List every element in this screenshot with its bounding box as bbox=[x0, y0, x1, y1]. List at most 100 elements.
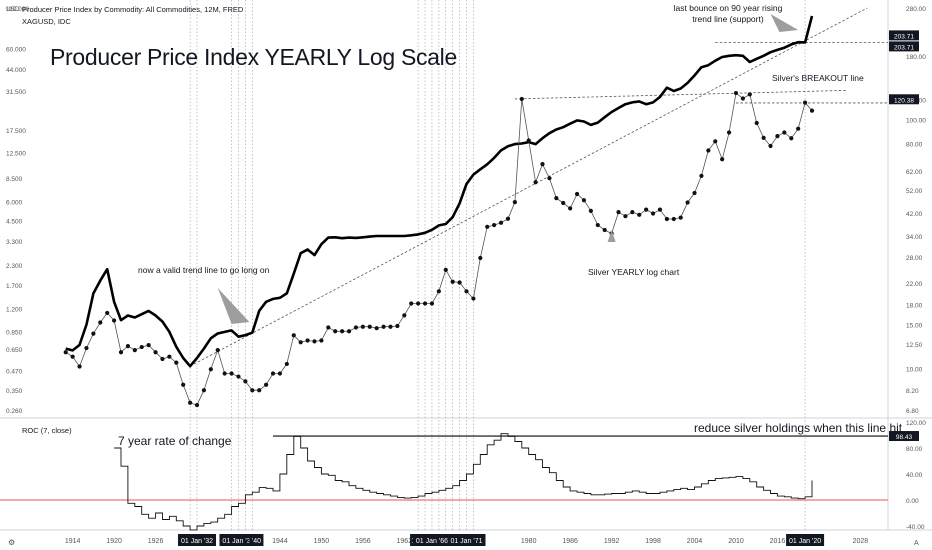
silver-point bbox=[768, 143, 773, 149]
x-marker-box bbox=[178, 534, 217, 546]
price-badge-label: 120.38 bbox=[894, 97, 914, 104]
price-badge-label: 203.71 bbox=[894, 33, 914, 40]
right-tick-label: 15.00 bbox=[906, 322, 923, 329]
chart-title: Producer Price Index by Commodity: All C… bbox=[22, 5, 244, 14]
silver-point bbox=[650, 211, 656, 216]
silver-point bbox=[685, 200, 690, 205]
silver-point bbox=[526, 138, 531, 143]
roc-panel-label: ROC (7, close) bbox=[22, 426, 72, 435]
breakout-line bbox=[514, 89, 847, 100]
silver-point bbox=[222, 371, 227, 376]
silver-point bbox=[284, 361, 289, 367]
silver-point bbox=[519, 96, 524, 102]
silver-point bbox=[409, 301, 414, 306]
silver-point bbox=[84, 345, 89, 351]
right-tick-label: 80.00 bbox=[906, 141, 923, 148]
silver-point bbox=[471, 296, 476, 301]
right-tick-label: 62.00 bbox=[906, 169, 923, 176]
right-tick-label: 6.80 bbox=[906, 408, 919, 415]
silver-point bbox=[720, 157, 725, 162]
silver-point bbox=[761, 135, 766, 140]
breakout-annotation: Silver's BREAKOUT line bbox=[772, 73, 864, 83]
silver-point bbox=[775, 134, 780, 139]
x-tick-label: 1950 bbox=[314, 538, 330, 545]
silver-point bbox=[726, 130, 732, 135]
x-marker-box bbox=[219, 534, 258, 546]
trendline-arrow-icon bbox=[217, 288, 250, 324]
x-tick-label: 1998 bbox=[645, 538, 661, 545]
silver-point bbox=[139, 344, 144, 350]
x-marker-label: 01 Jan '20 bbox=[789, 538, 821, 545]
silver-point bbox=[319, 338, 324, 343]
silver-point bbox=[374, 326, 379, 331]
silver-point bbox=[796, 126, 801, 131]
left-axis-unit: USD bbox=[6, 6, 20, 13]
roc-tick-label: 0.00 bbox=[906, 498, 919, 505]
silver-point bbox=[505, 216, 511, 221]
silver-point bbox=[346, 329, 352, 334]
right-tick-label: 42.00 bbox=[906, 211, 923, 218]
silver-point bbox=[63, 350, 68, 355]
silver-point bbox=[264, 382, 269, 387]
silver-point bbox=[436, 289, 441, 294]
reduce-annotation: reduce silver holdings when this line hi… bbox=[694, 421, 903, 435]
x-marker-label: 1944 bbox=[272, 538, 288, 545]
right-tick-label: 280.00 bbox=[906, 6, 926, 13]
silver-point bbox=[464, 289, 469, 294]
x-tick-label: 2028 bbox=[853, 538, 869, 545]
x-marker-label: 01 Jan '38 bbox=[222, 538, 254, 545]
left-tick-label: 31.500 bbox=[6, 89, 26, 96]
right-tick-label: 28.00 bbox=[906, 255, 923, 262]
silver-point bbox=[326, 325, 331, 330]
silver-point bbox=[554, 196, 559, 201]
left-tick-label: 1.200 bbox=[6, 306, 23, 313]
silver-point bbox=[215, 348, 220, 353]
silver-point bbox=[588, 208, 593, 213]
silver-point bbox=[644, 207, 649, 212]
left-tick-label: 6.000 bbox=[6, 199, 23, 206]
big-title: Producer Price Index YEARLY Log Scale bbox=[50, 44, 457, 70]
right-tick-label: 34.00 bbox=[906, 234, 923, 241]
silver-point bbox=[581, 198, 587, 203]
silver-point bbox=[547, 176, 552, 181]
silver-point bbox=[429, 301, 435, 306]
right-tick-label: 18.00 bbox=[906, 303, 923, 310]
silver-point bbox=[174, 360, 179, 365]
silver-point bbox=[91, 331, 96, 336]
silver-point bbox=[498, 220, 504, 225]
silver-point bbox=[533, 180, 538, 185]
silver-point bbox=[194, 402, 200, 408]
left-tick-label: 0.350 bbox=[6, 388, 23, 395]
silver-point bbox=[416, 301, 421, 306]
silver-point bbox=[595, 222, 600, 228]
silver-point bbox=[111, 318, 117, 323]
silver-point bbox=[243, 379, 248, 384]
x-tick-label: 1914 bbox=[65, 538, 81, 545]
silver-point bbox=[367, 324, 372, 329]
silver-point bbox=[98, 320, 103, 325]
x-marker-label: 01 Jan '32 bbox=[181, 538, 213, 545]
roc-tick-label: -40.00 bbox=[906, 524, 925, 531]
price-badge bbox=[889, 41, 919, 52]
left-tick-label: 0.650 bbox=[6, 347, 23, 354]
silver-point bbox=[457, 280, 462, 285]
right-tick-label: 22.00 bbox=[906, 281, 923, 288]
silver-point bbox=[450, 279, 455, 284]
silver-point bbox=[181, 382, 186, 387]
silver-point bbox=[70, 354, 75, 359]
right-tick-label: 10.00 bbox=[906, 366, 923, 373]
silver-point bbox=[353, 325, 359, 330]
left-tick-label: 44.000 bbox=[6, 67, 26, 74]
silver-point bbox=[257, 388, 262, 393]
x-marker-box bbox=[412, 534, 451, 546]
x-tick-label: 1962 bbox=[397, 538, 413, 545]
price-badge bbox=[889, 94, 919, 105]
roc-tick-label: 80.00 bbox=[906, 446, 923, 453]
x-tick-label: 1986 bbox=[562, 538, 578, 545]
roc-tick-label: 120.00 bbox=[906, 420, 926, 427]
left-tick-label: 1.700 bbox=[6, 283, 23, 290]
x-tick-label: 1992 bbox=[604, 538, 620, 545]
silver-point bbox=[747, 92, 752, 97]
silver-point bbox=[77, 364, 82, 369]
